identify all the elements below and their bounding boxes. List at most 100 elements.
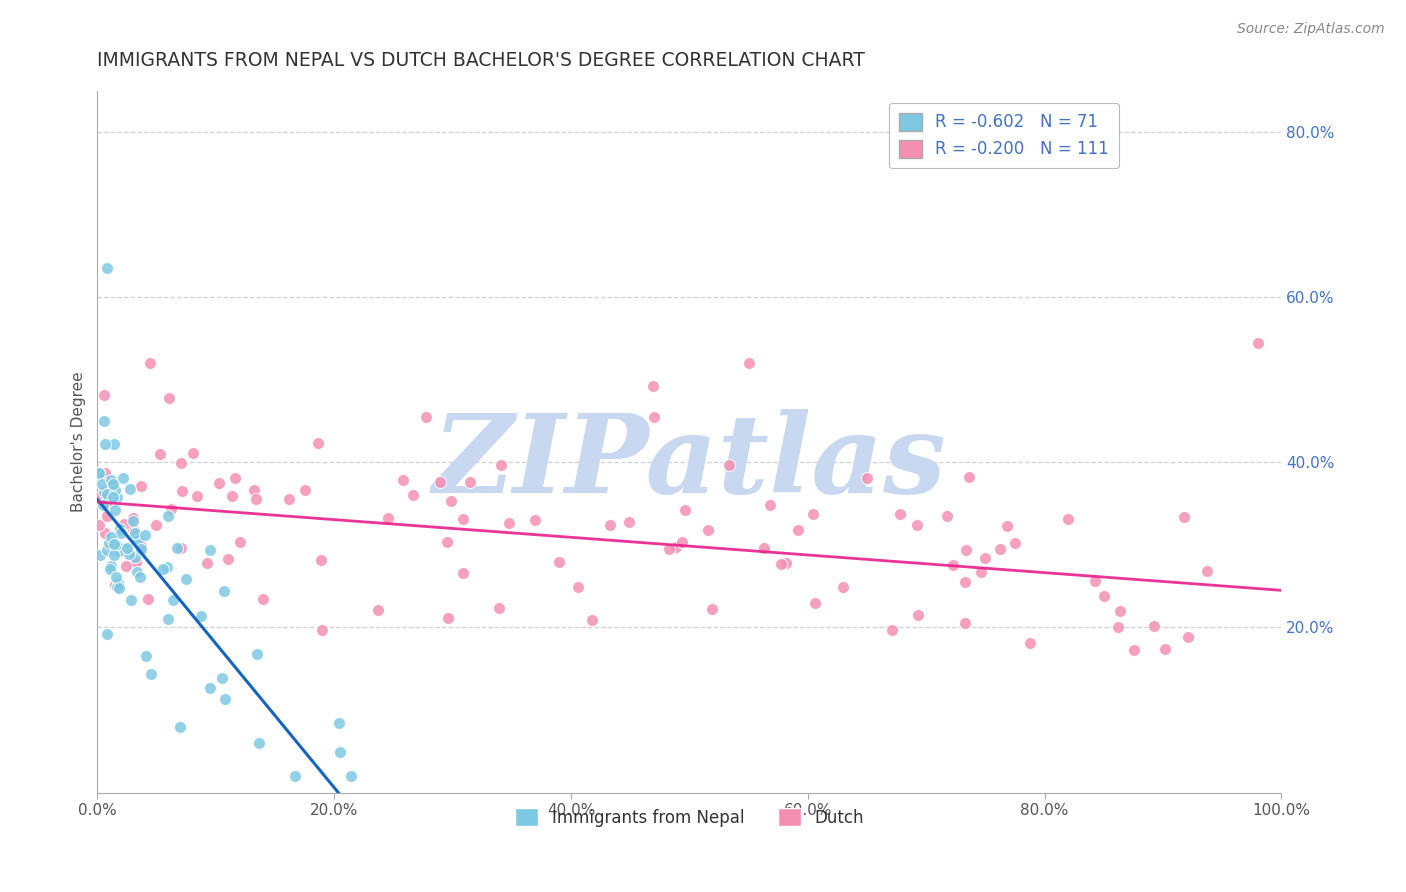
Point [157, 391, 180, 405]
Point [96, 509, 118, 524]
Point [129, 542, 152, 557]
Point [94, 436, 117, 450]
Point [957, 470, 980, 484]
Point [108, 581, 131, 595]
Point [214, 692, 236, 706]
Point [121, 510, 143, 524]
Point [114, 542, 136, 557]
Point [115, 559, 138, 574]
Point [94, 526, 117, 541]
Point [127, 565, 149, 579]
Point [149, 447, 172, 461]
Point [643, 409, 665, 424]
Point [174, 572, 197, 586]
Point [141, 666, 163, 681]
Point [831, 580, 853, 594]
Point [936, 508, 959, 523]
Point [134, 528, 156, 542]
Point [1018, 636, 1040, 650]
Point [440, 494, 463, 508]
Point [105, 538, 128, 552]
Point [717, 458, 740, 472]
Point [212, 584, 235, 599]
Point [111, 470, 134, 484]
Point [1004, 536, 1026, 550]
Point [702, 602, 724, 616]
Point [1247, 335, 1270, 350]
Point [974, 551, 997, 566]
Text: IMMIGRANTS FROM NEPAL VS DUTCH BACHELOR'S DEGREE CORRELATION CHART: IMMIGRANTS FROM NEPAL VS DUTCH BACHELOR'… [97, 51, 865, 70]
Point [1092, 589, 1115, 603]
Point [103, 542, 125, 557]
Point [1107, 620, 1129, 634]
Point [498, 516, 520, 530]
Point [100, 559, 122, 574]
Point [103, 437, 125, 451]
Point [245, 492, 267, 507]
Point [121, 522, 143, 536]
Point [94, 466, 117, 480]
Point [89, 548, 111, 562]
Point [186, 489, 208, 503]
Point [429, 475, 451, 489]
Text: ZIPatlas: ZIPatlas [433, 409, 946, 516]
Point [170, 541, 193, 555]
Point [115, 541, 138, 555]
Point [103, 477, 125, 491]
Point [415, 410, 437, 425]
Point [284, 769, 307, 783]
Point [599, 518, 621, 533]
Point [120, 482, 142, 496]
Point [969, 565, 991, 579]
Point [93, 485, 115, 500]
Point [105, 490, 128, 504]
Point [90, 477, 112, 491]
Point [169, 720, 191, 734]
Point [100, 479, 122, 493]
Point [138, 356, 160, 370]
Text: Source: ZipAtlas.com: Source: ZipAtlas.com [1237, 22, 1385, 37]
Point [451, 566, 474, 580]
Point [1109, 604, 1132, 618]
Point [658, 541, 681, 556]
Point [195, 556, 218, 570]
Point [402, 488, 425, 502]
Point [787, 524, 810, 538]
Point [169, 456, 191, 470]
Point [942, 558, 965, 572]
Point [118, 547, 141, 561]
Point [769, 557, 792, 571]
Point [152, 562, 174, 576]
Point [436, 535, 458, 549]
Point [803, 596, 825, 610]
Point [224, 471, 246, 485]
Point [110, 522, 132, 536]
Point [617, 515, 640, 529]
Point [101, 490, 124, 504]
Point [453, 511, 475, 525]
Point [170, 484, 193, 499]
Point [198, 542, 221, 557]
Point [93, 387, 115, 401]
Point [135, 649, 157, 664]
Point [156, 560, 179, 574]
Point [128, 570, 150, 584]
Point [104, 483, 127, 497]
Point [548, 555, 571, 569]
Point [294, 483, 316, 497]
Point [125, 555, 148, 569]
Point [671, 534, 693, 549]
Point [96, 261, 118, 276]
Point [96, 627, 118, 641]
Point [100, 530, 122, 544]
Point [367, 603, 389, 617]
Point [1143, 619, 1166, 633]
Point [105, 580, 128, 594]
Point [856, 471, 879, 485]
Point [488, 601, 510, 615]
Point [104, 502, 127, 516]
Point [882, 623, 904, 637]
Point [1153, 642, 1175, 657]
Point [309, 553, 332, 567]
Point [995, 519, 1018, 533]
